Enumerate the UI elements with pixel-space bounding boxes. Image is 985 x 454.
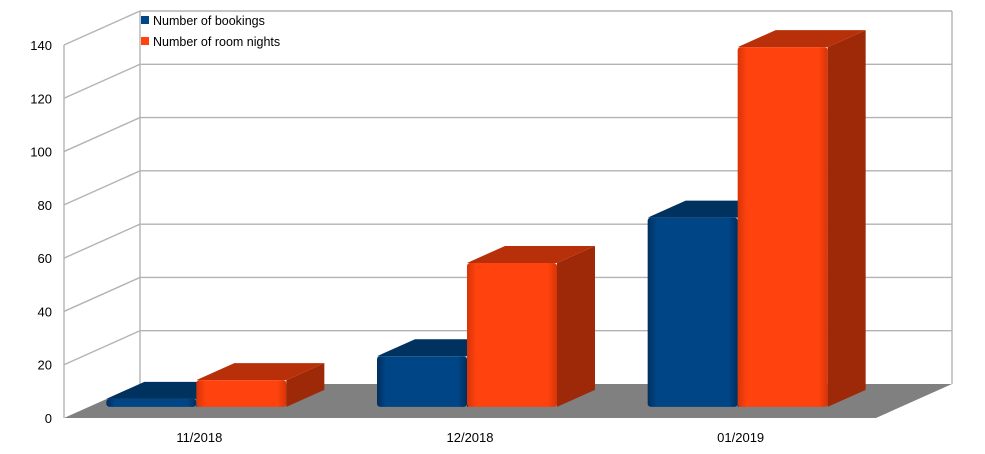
gridline-side <box>63 276 141 313</box>
bar <box>467 245 595 407</box>
bar-side-face <box>286 363 325 407</box>
legend-swatch-bookings <box>141 16 149 24</box>
legend: Number of bookings Number of room nights <box>141 14 280 49</box>
bar-front-face <box>467 262 557 407</box>
y-tick-label: 40 <box>38 304 52 319</box>
y-axis-ticks: 0 20 40 60 80 100 120 140 <box>30 38 52 426</box>
y-tick-label: 120 <box>30 91 52 106</box>
bar-side-face <box>827 30 866 407</box>
y-tick-label: 20 <box>38 358 52 373</box>
gridline-side <box>63 63 141 99</box>
x-tick-label: 01/2019 <box>717 430 764 445</box>
bar-front-face <box>377 356 467 407</box>
gridline-side <box>63 223 141 259</box>
legend-label-room-nights: Number of room nights <box>153 35 280 49</box>
bar <box>737 30 866 407</box>
x-axis-labels: 11/2018 12/2018 01/2019 <box>176 430 764 445</box>
bar-front-face <box>196 380 287 407</box>
bar-side-face <box>557 245 595 407</box>
bar-front-face <box>737 47 828 407</box>
y-tick-label: 60 <box>38 251 52 266</box>
bar-top-face <box>737 30 866 48</box>
x-tick-label: 11/2018 <box>176 430 222 445</box>
gridline-side <box>63 330 141 366</box>
y-tick-label: 0 <box>45 411 52 426</box>
x-tick-label: 12/2018 <box>447 430 494 445</box>
gridline-side <box>63 10 141 46</box>
bar-top-face <box>467 245 595 263</box>
gridline-side <box>63 116 141 153</box>
bar-front-face <box>106 398 197 407</box>
bar <box>196 363 325 407</box>
legend-swatch-room-nights <box>141 37 149 45</box>
bar-top-face <box>196 363 325 381</box>
y-tick-label: 100 <box>30 145 52 160</box>
y-tick-label: 80 <box>38 198 52 213</box>
bars <box>106 30 866 407</box>
legend-label-bookings: Number of bookings <box>153 14 265 28</box>
gridline-side <box>63 170 141 206</box>
y-tick-label: 140 <box>30 38 52 53</box>
bar-front-face <box>647 217 738 407</box>
